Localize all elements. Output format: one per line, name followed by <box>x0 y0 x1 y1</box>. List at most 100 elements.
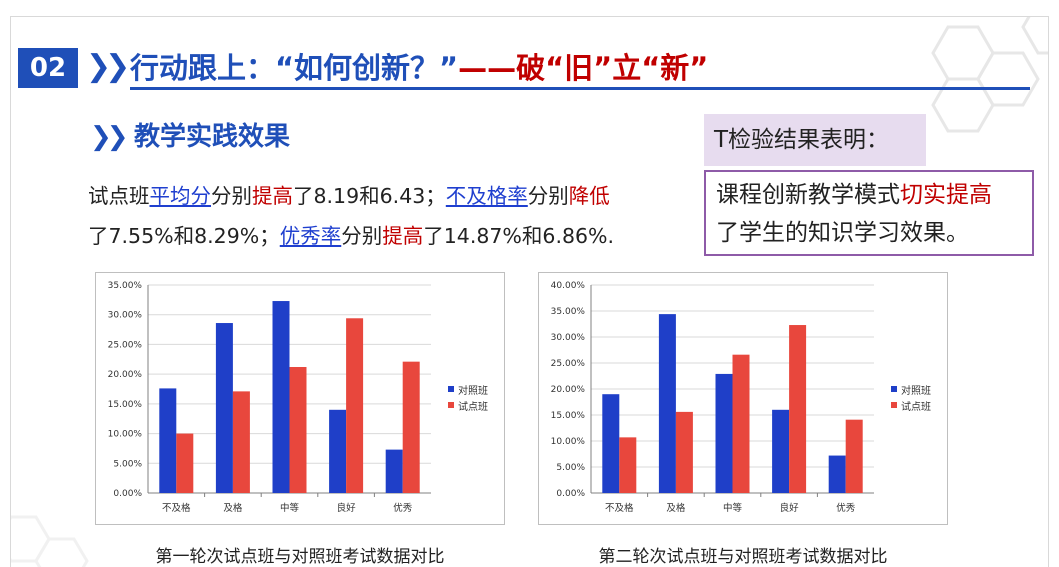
y-tick-label: 5.00% <box>113 459 142 469</box>
summary-paragraph: 试点班平均分分别提高了8.19和6.43；不及格率分别降低 了7.55%和8.2… <box>88 176 698 256</box>
section-number-badge: 02 <box>18 48 78 88</box>
summary-line-2: 了7.55%和8.29%；优秀率分别提高了14.87%和6.86%. <box>88 216 698 256</box>
y-tick-label: 30.00% <box>108 311 143 321</box>
ttest-label: T检验结果表明： <box>704 114 926 166</box>
legend-item: 试点班 <box>891 397 931 413</box>
y-tick-label: 25.00% <box>108 340 143 350</box>
highlight-text: 提高 <box>382 224 424 248</box>
x-tick-label: 良好 <box>337 502 357 514</box>
y-tick-label: 35.00% <box>551 307 586 317</box>
ttest-line-1: 课程创新教学模式切实提高 <box>716 176 1022 214</box>
y-tick-label: 5.00% <box>556 463 585 473</box>
y-tick-label: 10.00% <box>108 430 143 440</box>
chart-svg: 0.00% 5.00% 10.00% 15.00% 20.00% 25.00% 30.00%… <box>551 281 874 514</box>
x-tick-label: 中等 <box>723 502 743 514</box>
section-title: 教学实践效果 <box>134 122 291 152</box>
x-tick-label: 优秀 <box>393 502 413 514</box>
chart-caption-round-2: 第二轮次试点班与对照班考试数据对比 <box>598 547 888 567</box>
text-span: 试点班 <box>88 184 150 208</box>
y-tick-label: 40.00% <box>551 281 586 291</box>
legend-swatch <box>448 386 454 392</box>
x-tick-label: 不及格 <box>162 502 191 514</box>
bar-control-3 <box>772 409 790 493</box>
text-span: 课程创新教学模式 <box>716 182 900 208</box>
header-underline <box>130 87 1030 90</box>
bar-control-2 <box>715 373 733 493</box>
text-span: 了7.55%和8.29%； <box>88 224 280 248</box>
ttest-conclusion-box: 课程创新教学模式切实提高 了学生的知识学习效果。 <box>704 170 1034 256</box>
y-tick-label: 15.00% <box>108 400 143 410</box>
bar-pilot-2 <box>289 367 307 493</box>
bar-pilot-1 <box>675 411 693 493</box>
text-span: 分别 <box>211 184 252 208</box>
link-average-score[interactable]: 平均分 <box>149 184 212 208</box>
legend-label: 对照班 <box>458 385 488 397</box>
bar-control-0 <box>159 388 177 493</box>
bar-control-4 <box>828 455 846 493</box>
bar-control-0 <box>602 394 620 493</box>
title-red-part: 破“旧”立“新” <box>516 51 709 85</box>
bar-pilot-4 <box>402 361 420 493</box>
text-span: 了8.19和6.43； <box>293 184 446 208</box>
bar-pilot-3 <box>346 318 364 493</box>
chart-caption-round-1: 第一轮次试点班与对照班考试数据对比 <box>155 547 445 567</box>
legend-label: 试点班 <box>901 401 931 413</box>
x-tick-label: 及格 <box>666 502 686 514</box>
chart-legend: 对照班 试点班 <box>891 381 931 413</box>
bar-pilot-4 <box>845 419 863 493</box>
y-tick-label: 20.00% <box>551 385 586 395</box>
text-span: 分别 <box>527 184 569 208</box>
legend-swatch <box>448 402 454 408</box>
y-tick-label: 0.00% <box>113 489 142 499</box>
x-tick-label: 中等 <box>280 502 300 514</box>
legend-item: 对照班 <box>448 381 488 397</box>
chart-svg: 0.00% 5.00% 10.00% 15.00% 20.00% 25.00% 30.00%… <box>108 281 431 514</box>
highlight-text: 降低 <box>568 184 610 208</box>
ttest-line-2: 了学生的知识学习效果。 <box>716 220 969 246</box>
bar-control-2 <box>272 301 290 493</box>
legend-item: 对照班 <box>891 381 931 397</box>
bar-control-1 <box>215 323 233 493</box>
legend-item: 试点班 <box>448 397 488 413</box>
summary-line-1: 试点班平均分分别提高了8.19和6.43；不及格率分别降低 <box>88 176 698 216</box>
x-tick-label: 优秀 <box>836 502 856 514</box>
bar-pilot-0 <box>176 433 194 493</box>
hexagon-pattern-decoration <box>931 17 1048 133</box>
text-span: 了14.87%和6.86%. <box>423 224 615 248</box>
y-tick-label: 25.00% <box>551 359 586 369</box>
y-tick-label: 0.00% <box>556 489 585 499</box>
highlight-text: 切实提高 <box>900 182 992 208</box>
x-tick-label: 不及格 <box>605 502 634 514</box>
bar-control-3 <box>329 409 347 493</box>
double-chevron-right-icon: ❯❯ <box>86 49 130 84</box>
bar-pilot-1 <box>232 391 250 493</box>
highlight-text: 提高 <box>252 184 293 208</box>
double-chevron-right-icon: ❯❯ <box>90 122 129 152</box>
hexagon-pattern-decoration-bottom <box>11 515 89 567</box>
legend-label: 对照班 <box>901 385 931 397</box>
link-fail-rate[interactable]: 不及格率 <box>445 184 528 208</box>
y-tick-label: 30.00% <box>551 333 586 343</box>
slide-header: 02 ❯❯ 行动跟上：“如何创新？”——破“旧”立“新” <box>18 48 1030 90</box>
x-tick-label: 良好 <box>780 502 800 514</box>
x-tick-label: 及格 <box>223 502 243 514</box>
y-tick-label: 10.00% <box>551 437 586 447</box>
text-span: 分别 <box>341 224 383 248</box>
bar-control-1 <box>658 314 676 493</box>
chart-round-1: 0.00% 5.00% 10.00% 15.00% 20.00% 25.00% 30.00%… <box>95 272 505 525</box>
link-excellence-rate[interactable]: 优秀率 <box>279 224 342 248</box>
y-tick-label: 20.00% <box>108 370 143 380</box>
bar-pilot-3 <box>789 325 807 493</box>
legend-swatch <box>891 402 897 408</box>
title-prefix: 行动跟上：“如何创新？” <box>130 51 459 85</box>
legend-label: 试点班 <box>458 401 488 413</box>
bar-control-4 <box>385 449 403 493</box>
bar-pilot-2 <box>732 354 750 493</box>
y-tick-label: 15.00% <box>551 411 586 421</box>
legend-swatch <box>891 386 897 392</box>
title-dash: —— <box>458 51 517 85</box>
y-tick-label: 35.00% <box>108 281 143 291</box>
chart-round-2: 0.00% 5.00% 10.00% 15.00% 20.00% 25.00% 30.00%… <box>538 272 948 525</box>
chart-legend: 对照班 试点班 <box>448 381 488 413</box>
